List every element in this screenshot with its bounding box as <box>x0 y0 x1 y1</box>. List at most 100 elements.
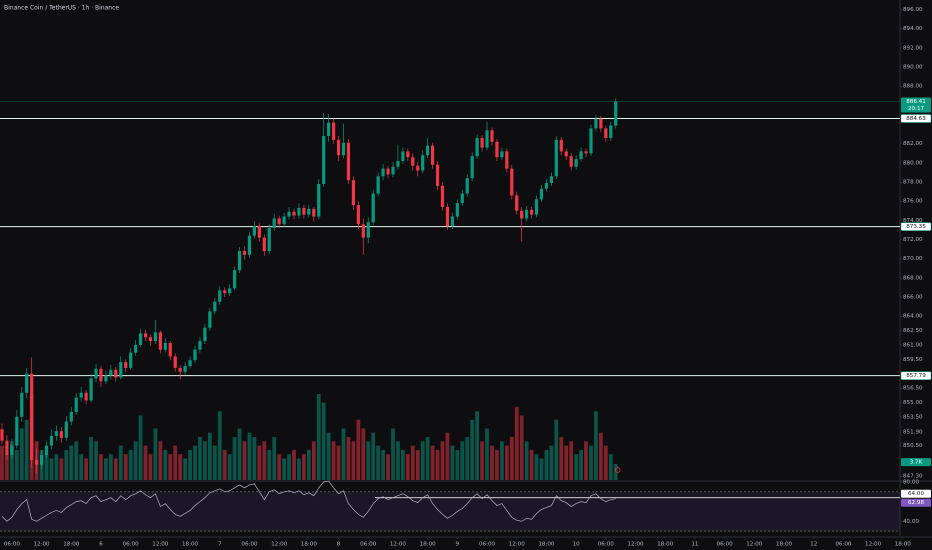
volume-bar <box>9 441 14 480</box>
candle-body <box>361 224 365 238</box>
volume-bar <box>257 445 262 480</box>
volume-bar <box>59 458 64 480</box>
y-tick-label: 850.50 <box>903 443 923 449</box>
volume-bar <box>178 454 183 480</box>
candle-body <box>411 157 415 166</box>
volume-bar <box>460 441 465 480</box>
candle-body <box>302 207 306 215</box>
volume-bar <box>381 449 385 480</box>
volume-bar <box>415 449 420 480</box>
volume-bar <box>450 445 455 480</box>
volume-bar <box>321 402 326 480</box>
candle-body <box>119 362 123 378</box>
x-tick-label: 18:00 <box>538 542 555 548</box>
candle-body <box>401 151 405 161</box>
candle-body <box>465 178 469 194</box>
candle-body <box>193 349 197 361</box>
candle-body <box>490 130 494 142</box>
x-tick-label: 10 <box>573 542 581 548</box>
y-tick-label: 870.00 <box>903 256 923 262</box>
volume-bar <box>232 437 237 480</box>
x-tick-label: 12:00 <box>271 542 288 548</box>
x-tick-label: 06:00 <box>123 542 140 548</box>
current-price-label: 886.41 <box>906 99 926 105</box>
x-tick-label: 6 <box>99 542 103 548</box>
y-tick-label: 882.00 <box>903 141 923 147</box>
x-tick-label: 06:00 <box>598 542 615 548</box>
candle-body <box>267 228 271 252</box>
volume-bar <box>420 441 425 480</box>
candle-body <box>124 362 128 368</box>
volume-bar <box>212 445 217 480</box>
candle-body <box>163 342 167 350</box>
candle-body <box>505 151 509 169</box>
candle-body <box>426 145 430 156</box>
volume-bar <box>158 441 163 480</box>
candle-body <box>589 128 593 154</box>
rsi-line <box>1 480 616 522</box>
candle-body <box>183 365 187 372</box>
x-tick-label: 18:00 <box>182 542 199 548</box>
candle-body <box>341 142 346 156</box>
x-tick-label: 12:00 <box>152 542 169 548</box>
candle-body <box>510 168 514 196</box>
volume-bar <box>272 437 277 480</box>
candle-body <box>129 352 133 368</box>
volume-bar <box>222 449 227 480</box>
volume-bar <box>297 458 301 480</box>
volume-bar <box>376 445 381 480</box>
volume-bar <box>193 445 197 480</box>
volume-bar <box>584 441 588 480</box>
x-tick-label: 7 <box>218 542 222 548</box>
volume-bar <box>282 458 287 480</box>
volume-bar <box>14 449 19 480</box>
candle-body <box>237 251 242 271</box>
volume-bar <box>598 432 603 480</box>
level-label-bg <box>900 371 932 380</box>
candle-body <box>178 367 182 372</box>
y-tick-label: 890.00 <box>903 65 923 71</box>
candle-body <box>15 416 19 446</box>
candle-body <box>460 193 464 204</box>
volume-bar <box>549 445 554 480</box>
rsi-last-label-bg <box>901 498 931 507</box>
candle-body <box>173 356 177 368</box>
level-label: 857.79 <box>906 373 926 379</box>
volume-bar <box>410 445 415 480</box>
candle-body <box>322 136 326 184</box>
y-tick-label: 894.00 <box>903 26 923 32</box>
candle-body <box>500 151 504 158</box>
volume-bar <box>311 441 316 480</box>
y-tick-label: 855.00 <box>903 400 923 406</box>
candle-body <box>233 270 237 289</box>
volume-bar <box>168 454 173 480</box>
candle-body <box>35 459 39 465</box>
volume-bar <box>118 445 123 480</box>
volume-bar <box>391 428 395 480</box>
candle-body <box>307 208 311 215</box>
volume-bar <box>356 419 361 480</box>
y-tick-label: 892.00 <box>903 45 923 51</box>
candle-body <box>336 139 341 156</box>
volume-bar <box>123 454 128 480</box>
rsi-line-level-label-bg <box>901 489 931 498</box>
volume-bar <box>400 449 405 480</box>
candle-body <box>480 137 484 148</box>
chart-title: Binance Coin / TetherUS · 1h · Binance <box>4 5 119 12</box>
volume-bar <box>0 445 4 480</box>
volume-bar <box>163 449 168 480</box>
candle-body <box>564 151 568 157</box>
y-tick-label: 872.00 <box>903 237 923 243</box>
volume-bar <box>79 454 84 480</box>
x-tick-label: 12:00 <box>390 542 407 548</box>
candle-body <box>59 431 63 438</box>
candle-body <box>153 332 158 342</box>
candle-body <box>74 397 78 412</box>
volume-bar <box>148 454 153 480</box>
candle-body <box>262 237 266 252</box>
volume-bar <box>19 428 24 480</box>
y-tick-label: 866.00 <box>903 295 923 301</box>
candle-body <box>520 210 524 219</box>
volume-bar <box>544 449 549 480</box>
